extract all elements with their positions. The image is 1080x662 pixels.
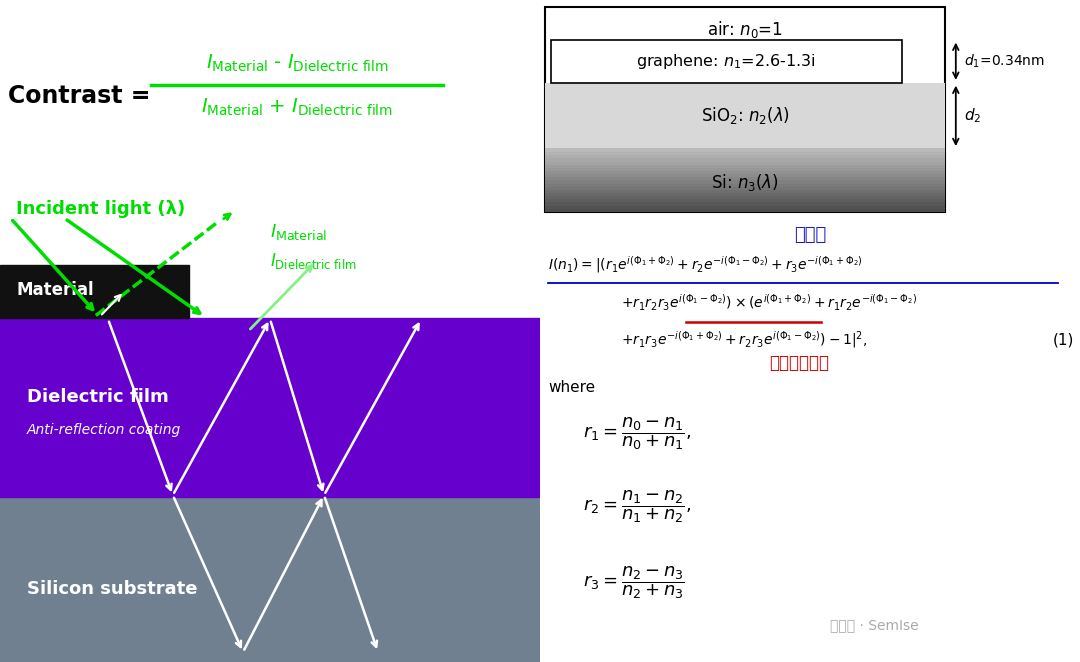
Bar — [545, 186, 945, 190]
Bar — [545, 183, 945, 187]
Text: $r_2 = \dfrac{n_1 - n_2}{n_1 + n_2},$: $r_2 = \dfrac{n_1 - n_2}{n_1 + n_2},$ — [583, 488, 691, 525]
Text: $I(n_1) = |(r_1 e^{i(\Phi_1+\Phi_2)} + r_2 e^{-i(\Phi_1-\Phi_2)} + r_3 e^{-i(\Ph: $I(n_1) = |(r_1 e^{i(\Phi_1+\Phi_2)} + r… — [549, 254, 863, 275]
Bar — [0, 265, 189, 318]
Text: SiO$_2$: $n_2$($\lambda$): SiO$_2$: $n_2$($\lambda$) — [701, 105, 789, 126]
Bar — [545, 152, 945, 156]
Bar — [545, 192, 945, 196]
Text: $r_3 = \dfrac{n_2 - n_3}{n_2 + n_3}$: $r_3 = \dfrac{n_2 - n_3}{n_2 + n_3}$ — [583, 564, 685, 601]
Bar — [0, 318, 540, 496]
Bar — [545, 195, 945, 199]
Bar — [545, 179, 945, 183]
Bar — [545, 167, 945, 171]
Text: graphene: $n_1$=2.6-1.3i: graphene: $n_1$=2.6-1.3i — [636, 52, 816, 71]
Text: 反射项: 反射项 — [794, 226, 826, 244]
Text: Material: Material — [16, 281, 94, 299]
Text: Incident light (λ): Incident light (λ) — [16, 199, 186, 218]
Text: $+ r_1 r_2 r_3 e^{i(\Phi_1-\Phi_2)}) \times (e^{i(\Phi_1+\Phi_2)} + r_1 r_2 e^{-: $+ r_1 r_2 r_3 e^{i(\Phi_1-\Phi_2)}) \ti… — [621, 293, 917, 313]
Bar — [545, 205, 945, 209]
Bar — [545, 161, 945, 165]
Text: 公众号 · SemIse: 公众号 · SemIse — [831, 618, 919, 633]
Text: 反射项的干涉: 反射项的干涉 — [769, 354, 829, 372]
Text: $d_1$=0.34nm: $d_1$=0.34nm — [963, 52, 1045, 70]
Text: Si: $n_3$($\lambda$): Si: $n_3$($\lambda$) — [712, 171, 779, 193]
Text: $d_2$: $d_2$ — [963, 107, 982, 125]
Text: $\mathit{I}_{\mathrm{Material}}$: $\mathit{I}_{\mathrm{Material}}$ — [270, 222, 327, 242]
Text: where: where — [549, 380, 595, 395]
Text: $\mathit{I}_{\mathrm{Dielectric\ film}}$: $\mathit{I}_{\mathrm{Dielectric\ film}}$ — [270, 252, 356, 271]
Text: Anti-reflection coating: Anti-reflection coating — [27, 423, 181, 438]
Bar — [545, 177, 945, 181]
Bar — [545, 154, 945, 158]
Text: Contrast =: Contrast = — [9, 84, 150, 108]
Text: Silicon substrate: Silicon substrate — [27, 580, 198, 598]
Bar — [545, 173, 945, 177]
Bar — [545, 202, 945, 205]
Bar — [545, 199, 945, 203]
Bar — [551, 40, 902, 83]
Bar — [545, 83, 945, 149]
Text: air: $n_0$=1: air: $n_0$=1 — [707, 19, 783, 40]
Text: $\mathit{I}_{\mathrm{Material}}$ - $\mathit{I}_{\mathrm{Dielectric\ film}}$: $\mathit{I}_{\mathrm{Material}}$ - $\mat… — [205, 52, 389, 73]
Bar — [545, 158, 945, 162]
Bar — [545, 170, 945, 174]
Bar — [545, 7, 945, 212]
Bar — [545, 164, 945, 168]
Text: $+ r_1 r_3 e^{-i(\Phi_1+\Phi_2)} + r_2 r_3 e^{i(\Phi_1-\Phi_2)})-1|^2,$: $+ r_1 r_3 e^{-i(\Phi_1+\Phi_2)} + r_2 r… — [621, 329, 867, 350]
Text: $r_1 = \dfrac{n_0 - n_1}{n_0 + n_1},$: $r_1 = \dfrac{n_0 - n_1}{n_0 + n_1},$ — [583, 415, 691, 452]
Bar — [545, 208, 945, 212]
Bar — [545, 189, 945, 193]
Bar — [0, 496, 540, 662]
Bar — [545, 148, 945, 152]
Text: (1): (1) — [1053, 332, 1075, 347]
Text: Dielectric film: Dielectric film — [27, 388, 168, 406]
Text: $\mathit{I}_{\mathrm{Material}}$ + $\mathit{I}_{\mathrm{Dielectric\ film}}$: $\mathit{I}_{\mathrm{Material}}$ + $\mat… — [201, 97, 393, 118]
